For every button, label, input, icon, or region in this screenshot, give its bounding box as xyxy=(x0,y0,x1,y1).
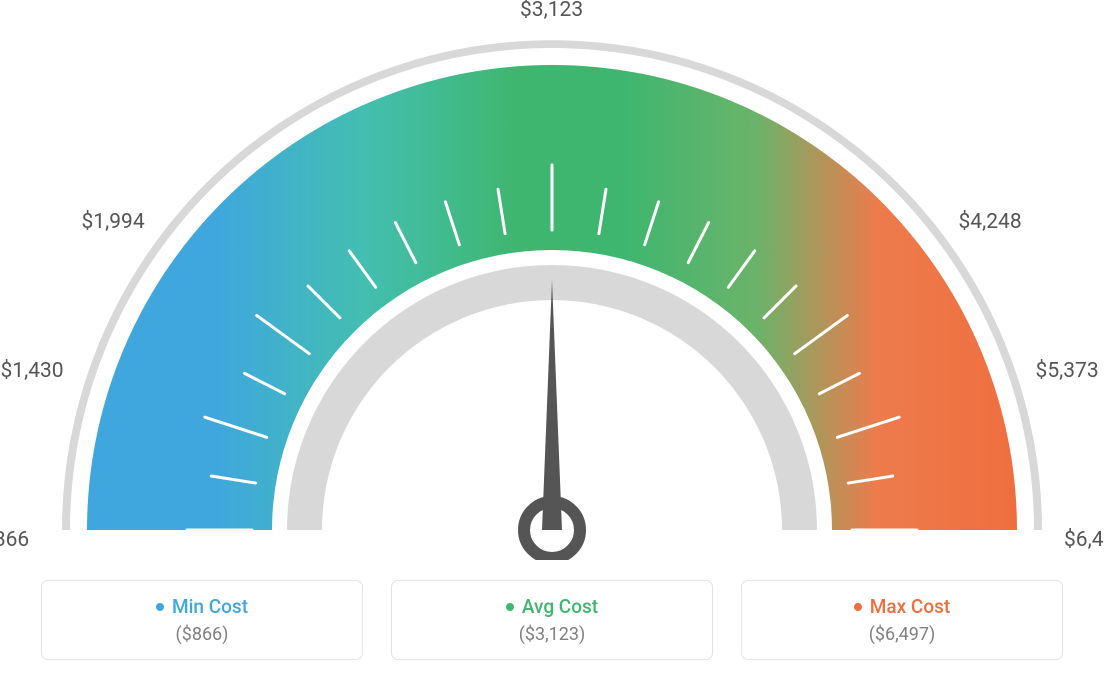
legend-dot-min xyxy=(156,603,164,611)
legend-card-avg: Avg Cost ($3,123) xyxy=(391,580,713,660)
gauge-tick-label: $4,248 xyxy=(959,210,1022,234)
gauge-tick-label: $1,994 xyxy=(81,210,144,234)
legend-dot-max xyxy=(854,603,862,611)
legend-card-min: Min Cost ($866) xyxy=(41,580,363,660)
gauge-svg xyxy=(0,0,1104,560)
legend-dot-avg xyxy=(506,603,514,611)
legend-title-min: Min Cost xyxy=(156,595,248,618)
gauge-area: $866 $1,430 $1,994 $3,123 $4,248 $5,373 $6,497 xyxy=(0,0,1104,560)
gauge-tick-label: $1,430 xyxy=(0,359,63,383)
gauge-tick-label: $866 xyxy=(0,528,29,552)
legend-value-avg: ($3,123) xyxy=(519,624,586,645)
gauge-tick-label: $5,373 xyxy=(1036,359,1099,383)
gauge-tick-label: $3,123 xyxy=(520,0,583,22)
legend-title-max-text: Max Cost xyxy=(870,595,950,618)
legend-value-min: ($866) xyxy=(176,624,229,645)
legend-value-max: ($6,497) xyxy=(869,624,936,645)
chart-root: $866 $1,430 $1,994 $3,123 $4,248 $5,373 $6,497… xyxy=(0,0,1104,690)
legend-card-max: Max Cost ($6,497) xyxy=(741,580,1063,660)
legend-row: Min Cost ($866) Avg Cost ($3,123) Max Co… xyxy=(0,580,1104,660)
gauge-tick-label: $6,497 xyxy=(1064,528,1104,552)
legend-title-avg: Avg Cost xyxy=(506,595,598,618)
legend-title-min-text: Min Cost xyxy=(172,595,248,618)
legend-title-avg-text: Avg Cost xyxy=(522,595,598,618)
legend-title-max: Max Cost xyxy=(854,595,950,618)
